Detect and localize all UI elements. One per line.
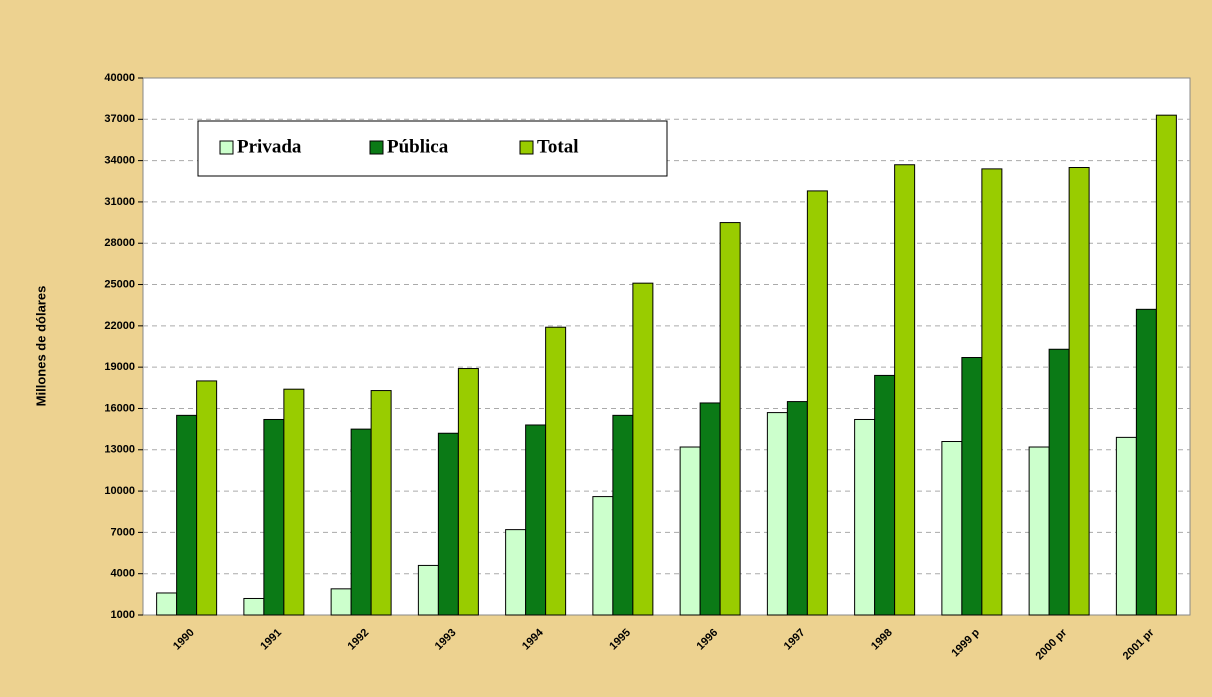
- bar: [719, 222, 741, 616]
- y-tick-label: 31000: [104, 196, 135, 208]
- x-tick-label: 1999 p: [949, 626, 982, 659]
- bar: [1115, 436, 1137, 616]
- bar: [632, 282, 654, 616]
- bar: [263, 418, 285, 616]
- y-tick-label: 37000: [104, 113, 135, 125]
- bar: [350, 428, 372, 616]
- bar: [457, 368, 479, 616]
- bar: [156, 592, 178, 616]
- x-tick-label: 1996: [695, 627, 721, 653]
- legend-swatch: [219, 140, 234, 155]
- bar: [330, 588, 352, 616]
- bar: [894, 164, 916, 616]
- y-tick-label: 4000: [111, 568, 135, 580]
- x-tick-label: 1992: [346, 627, 372, 653]
- legend-label: Pública: [387, 136, 449, 157]
- legend: Privada Pública Total: [197, 120, 668, 177]
- x-tick-label: 1994: [520, 626, 546, 652]
- bar: [699, 402, 721, 616]
- bar: [283, 388, 305, 616]
- bar: [592, 496, 614, 616]
- y-tick-label: 10000: [104, 485, 135, 497]
- bar: [1068, 167, 1090, 616]
- bar: [766, 412, 788, 616]
- y-tick-label: 19000: [104, 361, 135, 373]
- bar: [176, 414, 198, 616]
- x-tick-label: 1995: [607, 627, 633, 653]
- legend-swatch: [369, 140, 384, 155]
- x-tick-label: 2001 pr: [1121, 626, 1157, 662]
- bar: [806, 190, 828, 616]
- bar: [196, 380, 218, 616]
- bar: [437, 432, 459, 616]
- y-tick-label: 25000: [104, 278, 135, 290]
- legend-label: Privada: [237, 136, 302, 157]
- bar: [505, 529, 527, 616]
- y-axis-label: Millones de dólares: [33, 286, 48, 407]
- y-tick-label: 40000: [104, 72, 135, 84]
- bar: [961, 357, 983, 616]
- y-tick-label: 34000: [104, 155, 135, 167]
- bar: [545, 326, 567, 616]
- x-tick-label: 1993: [433, 627, 459, 653]
- y-tick-label: 16000: [104, 402, 135, 414]
- x-tick-label: 1997: [782, 627, 808, 653]
- bar: [1135, 308, 1157, 616]
- bar: [854, 418, 876, 616]
- bar: [1048, 348, 1070, 616]
- bar: [1028, 446, 1050, 616]
- legend-label: Total: [537, 136, 579, 157]
- bar: [370, 390, 392, 616]
- y-tick-label: 28000: [104, 237, 135, 249]
- bar: [981, 168, 1003, 616]
- bar: [612, 414, 634, 616]
- bar: [679, 446, 701, 616]
- bar: [243, 597, 265, 616]
- y-tick-label: 13000: [104, 444, 135, 456]
- x-tick-label: 1990: [171, 627, 197, 653]
- bar: [1155, 114, 1177, 616]
- x-tick-label: 2000 pr: [1034, 626, 1070, 662]
- legend-box: [197, 120, 668, 177]
- y-tick-label: 22000: [104, 320, 135, 332]
- y-tick-label: 7000: [111, 526, 135, 538]
- bar: [525, 424, 547, 616]
- x-tick-label: 1991: [258, 627, 284, 653]
- bar: [417, 564, 439, 616]
- y-tick-label: 1000: [111, 609, 135, 621]
- bar: [786, 401, 808, 616]
- legend-swatch: [519, 140, 534, 155]
- x-tick-label: 1998: [869, 627, 895, 653]
- bar: [941, 441, 963, 616]
- bar: [874, 374, 896, 616]
